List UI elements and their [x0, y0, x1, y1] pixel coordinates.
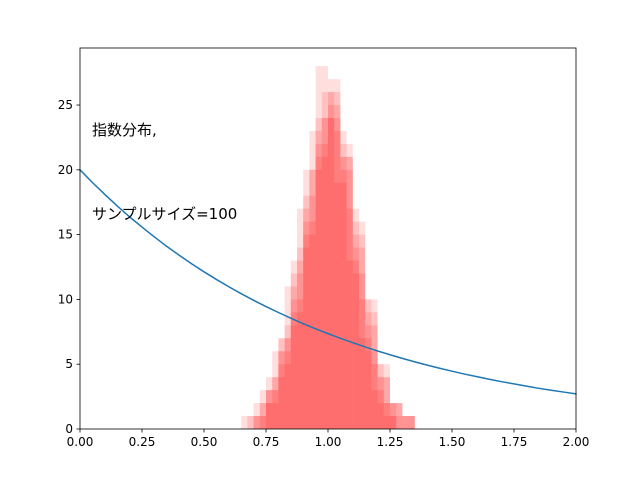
- histogram-bar: [290, 312, 304, 429]
- histogram-bar: [334, 182, 347, 429]
- x-axis: 0.00 0.25 0.50 0.75 1.00 1.25 1.50 1.75 2.00: [67, 429, 590, 449]
- histogram-bar: [303, 169, 316, 429]
- histogram-bar: [290, 260, 304, 429]
- histogram-bar: [266, 390, 279, 429]
- histogram-bar: [266, 403, 279, 429]
- histogram-bar: [297, 247, 310, 429]
- y-axis: 0 5 10 15 20 25: [58, 98, 80, 436]
- histogram-bar: [340, 156, 353, 430]
- x-tick-label: 0.00: [67, 435, 94, 449]
- histogram-bar: [365, 351, 378, 429]
- histogram-bar: [241, 416, 254, 429]
- histogram-bar: [352, 234, 366, 429]
- histogram-bar: [371, 390, 384, 429]
- histogram-bar: [284, 325, 297, 429]
- annotation-line-1: 指数分布,: [92, 121, 157, 139]
- histogram-bar: [297, 208, 310, 429]
- annotation: 指数分布, サンプルサイズ=100: [92, 60, 237, 284]
- histogram-bar: [321, 117, 335, 429]
- annotation-line-2: サンプルサイズ=100: [92, 205, 238, 223]
- histogram-bar: [340, 143, 353, 429]
- y-tick-label: 25: [58, 98, 73, 112]
- histogram-bar: [303, 195, 316, 429]
- histogram-bar: [278, 338, 291, 429]
- histogram-bar: [309, 130, 322, 429]
- histogram-bar: [377, 403, 390, 429]
- x-tick-label: 2.00: [563, 435, 590, 449]
- histogram-bar: [402, 416, 415, 429]
- histogram-bar: [390, 403, 403, 429]
- histogram-bar: [365, 325, 378, 429]
- x-tick-label: 1.25: [377, 435, 404, 449]
- histogram-bar: [402, 416, 415, 429]
- histogram-bar: [315, 143, 328, 429]
- x-tick-label: 0.25: [129, 435, 156, 449]
- histogram-bar: [383, 403, 397, 429]
- histogram-bar: [303, 234, 316, 429]
- histogram-bar: [272, 351, 285, 429]
- histogram-bar: [352, 273, 366, 429]
- histogram-bar: [315, 156, 328, 430]
- histogram-bar: [383, 416, 397, 429]
- histogram-bar: [390, 416, 403, 429]
- y-tick-label: 15: [58, 228, 73, 242]
- histogram-bar: [266, 377, 279, 429]
- histogram-bar: [315, 117, 328, 429]
- histogram-bar: [253, 416, 266, 429]
- histogram-bar: [278, 351, 291, 429]
- histogram-bar: [272, 377, 285, 429]
- histogram-bar: [328, 105, 341, 430]
- histogram-bar: [259, 403, 273, 429]
- x-tick-label: 1.75: [501, 435, 528, 449]
- histogram-bar: [315, 66, 328, 429]
- histogram-bar: [290, 299, 304, 429]
- histogram-bar: [352, 221, 366, 429]
- histogram-bar: [377, 364, 390, 429]
- y-tick-label: 20: [58, 163, 73, 177]
- histogram-bar: [328, 117, 341, 429]
- histogram-bar: [259, 390, 273, 429]
- y-tick-label: 10: [58, 292, 73, 306]
- histogram-bar: [253, 403, 266, 429]
- histogram-bar: [284, 286, 297, 429]
- x-tick-label: 1.50: [439, 435, 466, 449]
- histogram-bar: [402, 416, 415, 429]
- x-tick-label: 0.50: [191, 435, 218, 449]
- histogram-bar: [371, 364, 384, 429]
- histogram-bar: [266, 390, 279, 429]
- histogram-bar: [346, 260, 359, 429]
- histogram-bar: [340, 156, 353, 430]
- y-tick-label: 0: [65, 422, 73, 436]
- histogram-bar: [334, 130, 347, 429]
- histogram-layers: [241, 66, 415, 430]
- histogram-bar: [290, 273, 304, 429]
- histogram-bar: [346, 208, 359, 429]
- histogram-bar: [328, 79, 341, 429]
- x-tick-label: 0.75: [253, 435, 280, 449]
- histogram-bar: [321, 92, 335, 429]
- histogram-bar: [278, 364, 291, 429]
- histogram-bar: [390, 403, 403, 429]
- histogram-bar: [309, 169, 322, 429]
- histogram-bar: [340, 169, 353, 429]
- histogram-bar: [247, 416, 260, 429]
- histogram-bar: [359, 299, 372, 429]
- histogram-bar: [278, 338, 291, 429]
- histogram-bar: [328, 92, 341, 429]
- histogram-bar: [402, 416, 415, 429]
- histogram-bar: [253, 416, 266, 429]
- histogram-bar: [359, 338, 372, 429]
- line-series: [79, 169, 577, 395]
- y-tick-label: 5: [65, 357, 73, 371]
- histogram-bar: [303, 221, 316, 429]
- histogram-bar: [377, 377, 390, 429]
- histogram-bar: [377, 377, 390, 429]
- histogram-bar: [365, 299, 378, 429]
- histogram-bar: [390, 403, 403, 429]
- histogram-bar: [365, 312, 378, 429]
- histogram-bar: [352, 247, 366, 429]
- x-tick-label: 1.00: [315, 435, 342, 449]
